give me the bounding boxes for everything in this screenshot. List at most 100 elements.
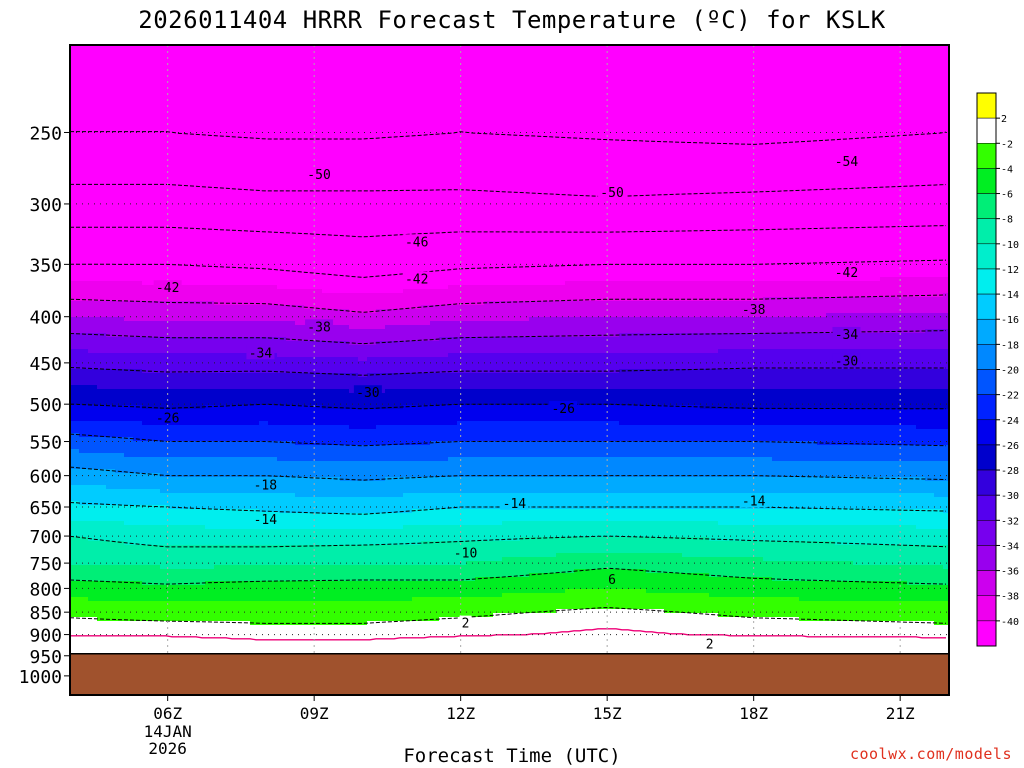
field-cell bbox=[250, 641, 260, 646]
field-cell bbox=[169, 93, 179, 98]
field-cell bbox=[169, 213, 179, 218]
field-cell bbox=[223, 561, 233, 566]
field-cell bbox=[259, 461, 269, 466]
field-cell bbox=[241, 429, 251, 434]
field-cell bbox=[160, 277, 170, 282]
field-cell bbox=[331, 465, 341, 470]
field-cell bbox=[259, 269, 269, 274]
field-cell bbox=[277, 389, 287, 394]
field-cell bbox=[106, 605, 116, 610]
field-cell bbox=[142, 269, 152, 274]
field-cell bbox=[124, 61, 134, 66]
field-cell bbox=[241, 541, 251, 546]
field-cell bbox=[232, 413, 242, 418]
field-cell bbox=[268, 297, 278, 302]
field-cell bbox=[106, 413, 116, 418]
field-cell bbox=[268, 457, 278, 462]
field-cell bbox=[196, 205, 206, 210]
field-cell bbox=[106, 213, 116, 218]
field-cell bbox=[268, 229, 278, 234]
field-cell bbox=[304, 77, 314, 82]
field-cell bbox=[97, 241, 107, 246]
field-cell bbox=[241, 525, 251, 530]
field-cell bbox=[88, 161, 98, 166]
field-cell bbox=[196, 597, 206, 602]
field-cell bbox=[124, 473, 134, 478]
field-cell bbox=[142, 189, 152, 194]
field-cell bbox=[151, 389, 161, 394]
field-cell bbox=[304, 445, 314, 450]
field-cell bbox=[268, 385, 278, 390]
field-cell bbox=[223, 317, 233, 322]
field-cell bbox=[214, 553, 224, 558]
field-cell bbox=[187, 241, 197, 246]
field-cell bbox=[277, 537, 287, 542]
field-cell bbox=[160, 153, 170, 158]
field-cell bbox=[97, 177, 107, 182]
field-cell bbox=[124, 77, 134, 82]
field-cell bbox=[124, 169, 134, 174]
field-cell bbox=[178, 241, 188, 246]
field-cell bbox=[286, 85, 296, 90]
field-cell bbox=[259, 181, 269, 186]
field-cell bbox=[106, 357, 116, 362]
field-cell bbox=[340, 209, 350, 214]
field-cell bbox=[88, 53, 98, 58]
field-cell bbox=[187, 69, 197, 74]
field-cell bbox=[268, 249, 278, 254]
field-cell bbox=[313, 285, 323, 290]
field-cell bbox=[268, 429, 278, 434]
field-cell bbox=[124, 257, 134, 262]
field-cell bbox=[286, 249, 296, 254]
field-cell bbox=[106, 301, 116, 306]
field-cell bbox=[250, 581, 260, 586]
field-cell bbox=[295, 393, 305, 398]
field-cell bbox=[295, 201, 305, 206]
field-cell bbox=[160, 209, 170, 214]
field-cell bbox=[187, 353, 197, 358]
field-cell bbox=[277, 569, 287, 574]
field-cell bbox=[133, 221, 143, 226]
field-cell bbox=[232, 241, 242, 246]
field-cell bbox=[187, 141, 197, 146]
field-cell bbox=[277, 565, 287, 570]
field-cell bbox=[106, 113, 116, 118]
field-cell bbox=[151, 517, 161, 522]
field-cell bbox=[268, 117, 278, 122]
field-cell bbox=[133, 317, 143, 322]
field-cell bbox=[196, 297, 206, 302]
field-cell bbox=[106, 425, 116, 430]
temperature-field bbox=[70, 45, 949, 695]
field-cell bbox=[133, 117, 143, 122]
field-cell bbox=[331, 237, 341, 242]
field-cell bbox=[250, 585, 260, 590]
field-cell bbox=[79, 165, 89, 170]
field-cell bbox=[259, 549, 269, 554]
field-cell bbox=[124, 197, 134, 202]
field-cell bbox=[151, 221, 161, 226]
field-cell bbox=[187, 577, 197, 582]
field-cell bbox=[151, 317, 161, 322]
field-cell bbox=[97, 161, 107, 166]
field-cell bbox=[142, 397, 152, 402]
field-cell bbox=[160, 477, 170, 482]
field-cell bbox=[106, 449, 116, 454]
field-cell bbox=[97, 345, 107, 350]
field-cell bbox=[205, 189, 215, 194]
field-cell bbox=[151, 57, 161, 62]
field-cell bbox=[331, 153, 341, 158]
field-cell bbox=[232, 277, 242, 282]
field-cell bbox=[142, 129, 152, 134]
field-cell bbox=[268, 389, 278, 394]
field-cell bbox=[97, 553, 107, 558]
field-cell bbox=[106, 433, 116, 438]
field-cell bbox=[88, 413, 98, 418]
field-cell bbox=[178, 389, 188, 394]
field-cell bbox=[295, 613, 305, 618]
field-cell bbox=[340, 321, 350, 326]
field-cell bbox=[250, 397, 260, 402]
field-cell bbox=[160, 397, 170, 402]
field-cell bbox=[106, 377, 116, 382]
field-cell bbox=[205, 585, 215, 590]
field-cell bbox=[313, 453, 323, 458]
